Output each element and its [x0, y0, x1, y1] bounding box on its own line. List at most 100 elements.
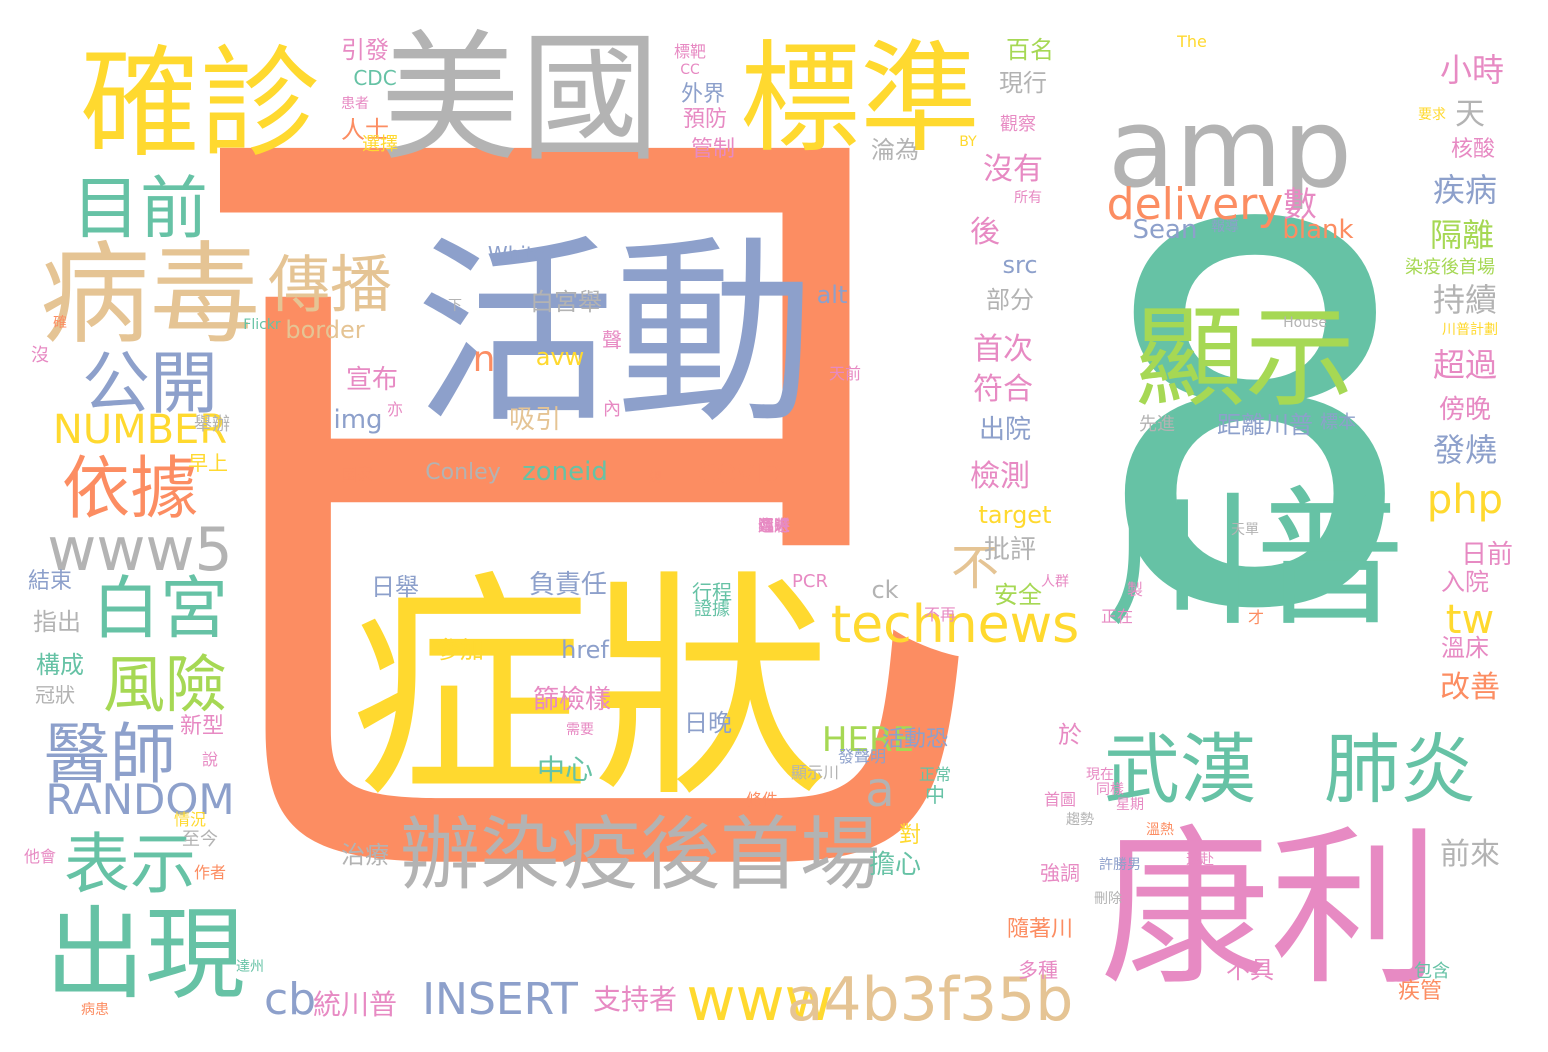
word-158: 標靶 [673, 42, 707, 61]
word-142: 亦 [386, 400, 404, 419]
word-63: 安全 [994, 581, 1042, 609]
word-121: 總 [648, 470, 662, 486]
word-129: 病患 [81, 1002, 109, 1018]
word-147: 證據 [694, 599, 730, 620]
word-22: 依據 [61, 450, 199, 529]
word-169: 現在 [1086, 767, 1114, 783]
word-74: 百名 [1006, 36, 1054, 64]
word-84: 隔離 [1429, 216, 1495, 254]
word-126: 多種 [1018, 958, 1058, 982]
word-93: 前來 [1440, 837, 1500, 872]
word-174: 鄰近 [757, 516, 791, 535]
word-23: www5 [47, 515, 233, 585]
word-98: 結束 [27, 569, 73, 594]
word-28: RANDOM [45, 775, 235, 824]
word-123: 中 [925, 783, 945, 807]
word-45: avw [535, 343, 585, 371]
word-108: 標本 [1320, 412, 1356, 433]
word-43: 白宮舉 [530, 288, 602, 316]
word-52: 宣布 [345, 365, 399, 395]
word-51: alt [816, 281, 848, 309]
word-13: 辦染疫後首場 [400, 808, 880, 901]
word-87: 發燒 [1432, 431, 1498, 469]
word-162: 需要 [566, 722, 594, 738]
word-120: 國家 [340, 465, 374, 484]
word-97: 指出 [33, 608, 81, 636]
word-103: 於 [1058, 721, 1082, 749]
word-163: 許勝男 [1099, 857, 1141, 873]
word-91: 溫床 [1441, 634, 1489, 662]
word-100: 冠狀 [35, 683, 75, 707]
word-12: 出現 [45, 896, 245, 1013]
word-157: 要求 [1418, 107, 1446, 123]
word-102: 擔心 [868, 850, 922, 880]
word-124: 強調 [1040, 861, 1080, 885]
word-92: 改善 [1440, 670, 1500, 705]
word-38: php [1426, 477, 1504, 523]
word-40: 不 [950, 540, 1000, 596]
word-168: 同樣 [1096, 782, 1124, 798]
word-132: 至今 [182, 829, 218, 850]
word-153: 天單 [1231, 522, 1259, 538]
word-49: img [333, 405, 383, 435]
word-95: 新型 [179, 714, 225, 739]
word-148: 不再 [923, 605, 957, 624]
word-15: 肺炎 [1324, 725, 1476, 814]
word-94: 不具 [1226, 956, 1274, 984]
word-9: amp [1107, 84, 1353, 212]
word-117: 核酸 [1450, 137, 1496, 162]
word-164: 刪除 [1094, 891, 1122, 907]
word-24: 白宮 [91, 570, 229, 649]
word-86: 超過 [1432, 346, 1498, 384]
word-46: zoneid [522, 457, 608, 487]
word-60: 批評 [983, 535, 1037, 565]
word-150: 正在 [1100, 607, 1134, 626]
word-68: 部分 [986, 286, 1034, 314]
word-37: 數 [1283, 185, 1317, 225]
word-125: 隨著川 [1006, 917, 1074, 942]
word-160: 觀察 [1000, 114, 1036, 135]
word-130: 達州 [236, 959, 264, 975]
word-59: ck [871, 576, 899, 604]
word-71: 沒有 [983, 152, 1043, 187]
word-7: 確診 [80, 35, 320, 174]
word-134: 說 [201, 750, 219, 769]
word-101: 治療 [341, 841, 389, 869]
word-27: 表示 [64, 826, 196, 903]
word-151: 製 [1126, 580, 1144, 599]
word-175: 臨時 [757, 516, 791, 535]
word-105: 活動恐 [881, 727, 949, 752]
word-127: 疾管 [1397, 979, 1443, 1004]
word-137: 確 [53, 315, 67, 331]
word-1: 8 [1089, 117, 1421, 723]
word-44: 吸引 [508, 405, 562, 435]
word-53: 負責任 [528, 570, 608, 600]
word-146: 舉辦 [194, 414, 230, 435]
word-61: 日舉 [371, 573, 419, 601]
word-104: 日晚 [684, 709, 732, 737]
word-62: target [978, 501, 1052, 529]
word-115: Flickr [243, 317, 281, 333]
word-0: 已 [140, 19, 1000, 1020]
word-81: 小時 [1439, 51, 1505, 89]
word-135: 他會 [23, 847, 57, 866]
word-67: 首次 [973, 332, 1033, 367]
word-89: 日前 [1460, 540, 1514, 570]
word-106: 距離川普 [1217, 411, 1313, 439]
word-119: 川普計劃 [1442, 322, 1498, 338]
word-166: 首圖 [1043, 790, 1077, 809]
word-32: 統川普 [312, 988, 398, 1021]
word-33: 支持者 [592, 983, 678, 1016]
word-80: 人士 [341, 116, 389, 144]
word-58: HERE [821, 720, 915, 760]
word-144: 正常 [918, 765, 952, 784]
word-4: 康利 [1099, 811, 1441, 1009]
word-14: 武漢 [1104, 725, 1256, 814]
word-31: cb [263, 974, 317, 1025]
word-10: 顯示 [1135, 294, 1355, 422]
word-2: 症狀 [349, 550, 831, 830]
word-154: 所有 [1014, 190, 1042, 206]
word-82: 天 [1455, 97, 1485, 132]
word-6: 美國 [379, 18, 661, 181]
